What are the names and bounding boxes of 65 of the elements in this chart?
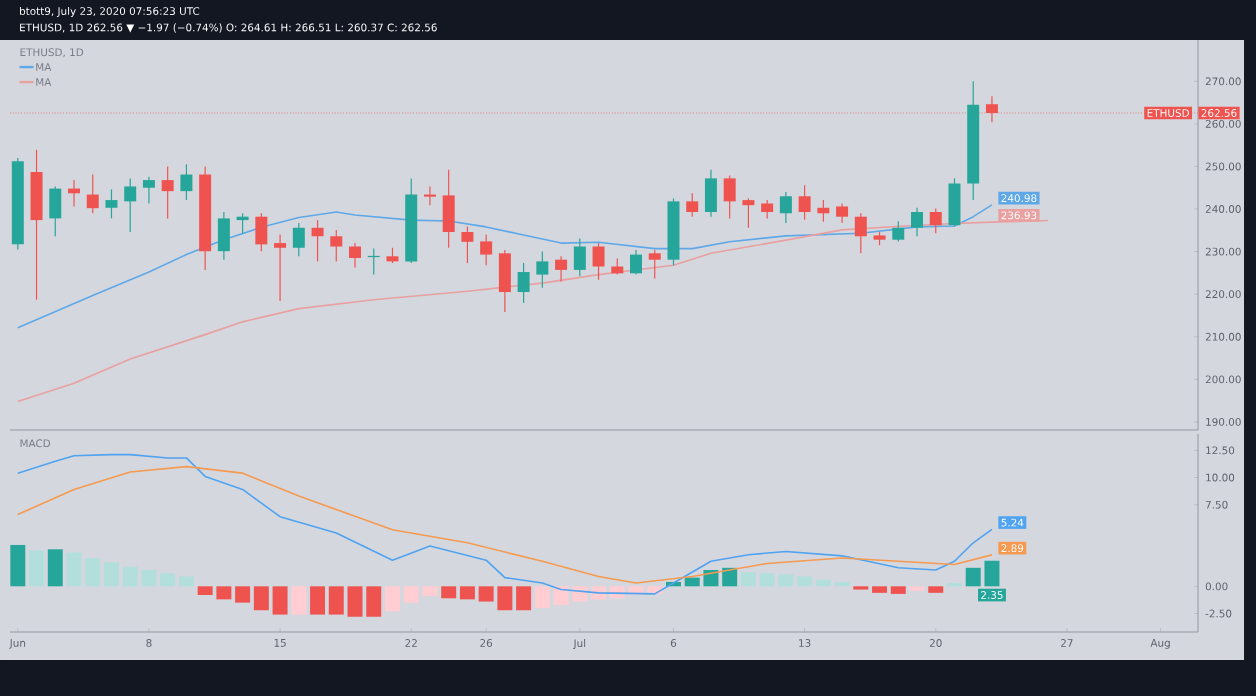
- bar: [797, 576, 813, 587]
- candlestick: [255, 212, 268, 252]
- bar: [10, 544, 26, 587]
- bar: [47, 549, 63, 587]
- bar: [928, 586, 944, 593]
- bar: [178, 576, 194, 587]
- candlestick: [854, 212, 867, 254]
- candlestick: [498, 249, 511, 313]
- candlestick: [86, 173, 99, 214]
- bar: [384, 586, 400, 612]
- candlestick: [555, 255, 568, 283]
- candlestick: [480, 233, 493, 266]
- candlestick: [648, 249, 661, 280]
- candlestick: [423, 185, 436, 206]
- candlestick: [124, 177, 137, 233]
- bar: [872, 586, 888, 593]
- candlestick: [442, 169, 455, 249]
- candlestick: [704, 169, 717, 218]
- bar: [272, 586, 288, 615]
- bar: [160, 573, 176, 587]
- candlestick: [142, 176, 155, 205]
- candlestick: [817, 199, 830, 223]
- candlestick: [723, 174, 736, 219]
- bar: [291, 586, 307, 615]
- line-series: [17, 453, 993, 595]
- bar: [516, 586, 532, 611]
- candlestick: [161, 165, 174, 219]
- candlestick: [779, 191, 792, 224]
- candlestick: [349, 242, 362, 269]
- candlestick: [573, 237, 586, 277]
- bar: [29, 550, 45, 587]
- bar: [441, 586, 457, 599]
- candlestick: [536, 251, 549, 289]
- candlestick: [836, 202, 849, 224]
- bar: [253, 586, 269, 611]
- bar: [834, 581, 850, 587]
- candlestick: [742, 197, 755, 229]
- candlestick: [274, 233, 287, 302]
- candlestick: [592, 242, 605, 281]
- bar: [459, 586, 475, 600]
- candlestick: [630, 249, 642, 276]
- candlestick: [49, 185, 62, 237]
- candlestick: [929, 208, 942, 234]
- candlestick: [892, 220, 905, 242]
- candlestick: [292, 222, 305, 257]
- candlestick: [517, 262, 530, 304]
- candlestick: [911, 207, 924, 237]
- bar: [328, 586, 344, 615]
- bar: [310, 586, 326, 615]
- candlestick: [217, 211, 230, 261]
- candlestick: [180, 163, 193, 201]
- bar: [534, 586, 550, 609]
- bar: [103, 562, 119, 587]
- candlestick: [311, 219, 324, 262]
- candlestick: [686, 192, 699, 218]
- candlestick: [761, 199, 774, 219]
- bar: [235, 586, 251, 603]
- candlestick: [948, 177, 961, 228]
- candlestick: [105, 188, 118, 219]
- bar: [890, 586, 906, 594]
- candlestick: [798, 184, 811, 221]
- bar: [740, 572, 756, 587]
- bar: [815, 579, 831, 587]
- candlestick: [461, 225, 474, 264]
- candlestick: [330, 229, 343, 262]
